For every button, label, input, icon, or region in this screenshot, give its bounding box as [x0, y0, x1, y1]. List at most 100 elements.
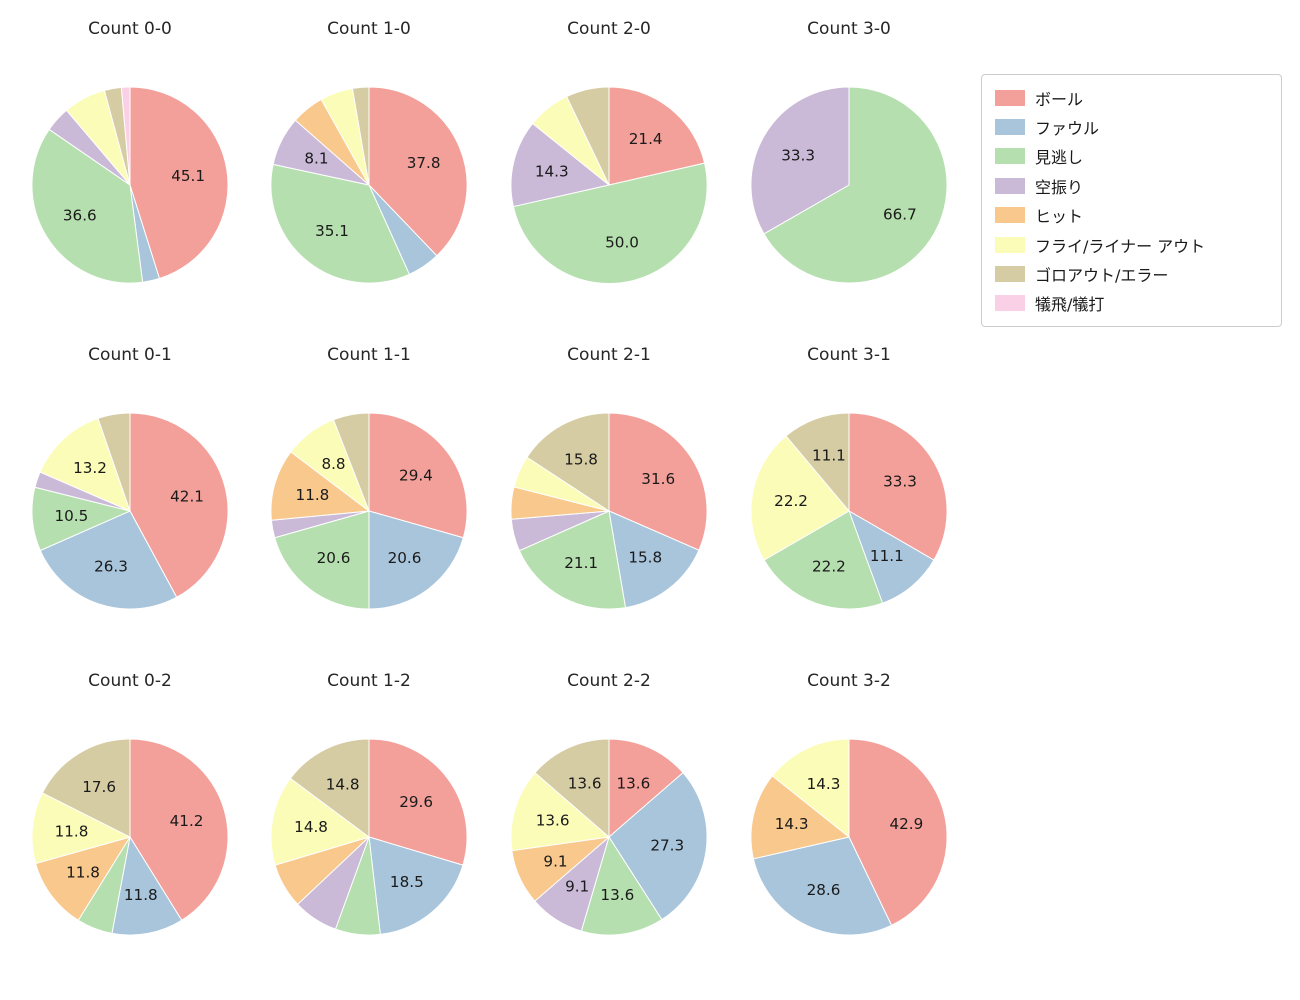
legend-item-swinging-strike: 空振り: [995, 174, 1268, 198]
legend-item-hit: ヒット: [995, 203, 1268, 227]
pie-chart-count-1-2: Count 1-2 29.6 18.5 14.8 14.8: [249, 668, 489, 937]
pie-slice-percentage-label: 35.1: [315, 222, 349, 240]
pie-slice-percentage-label: 26.3: [94, 558, 128, 576]
legend-label: 犠飛/犠打: [1035, 295, 1105, 315]
pie-slice-groundout-error: [289, 738, 370, 838]
pie-slice-percentage-label: 14.3: [807, 775, 841, 793]
pie-slice-foul: [848, 510, 935, 604]
pie-slice-percentage-label: 14.8: [294, 818, 328, 836]
pie-slice-ball: [608, 86, 706, 186]
pie-chart-count-3-1: Count 3-1 33.3 11.1 22.2 22.2 11.1: [729, 342, 969, 611]
pie-slice-percentage-label: 36.6: [63, 207, 97, 225]
pie-slice-groundout-error: [534, 738, 610, 838]
pie-slice-percentage-label: 9.1: [565, 877, 589, 895]
pie-slice-groundout-error: [566, 86, 610, 186]
pie-slice-hit: [35, 836, 131, 921]
pie-slice-percentage-label: 11.1: [812, 447, 846, 465]
pie-chart-count-2-1: Count 2-1 31.6 15.8 21.1 15.8: [489, 342, 729, 611]
chart-title: Count 2-1: [567, 345, 651, 365]
pie-chart-count-2-0: Count 2-0 21.4 50.0 14.3: [489, 16, 729, 285]
pie-slice-fly-liner-out: [39, 417, 131, 512]
pie: 31.6 15.8 21.1 15.8: [510, 412, 708, 610]
pie-slice-percentage-label: 21.1: [564, 554, 598, 572]
pie-slice-percentage-label: 27.3: [650, 836, 684, 854]
legend-swatch-swinging-strike: [995, 177, 1025, 194]
chart-title: Count 3-0: [807, 19, 891, 39]
legend-item-foul: ファウル: [995, 115, 1268, 139]
pie: 13.6 27.3 13.6 9.1 9.1 13.6 13.6: [510, 738, 708, 936]
pie: 33.3 11.1 22.2 22.2 11.1: [750, 412, 948, 610]
pie-slice-percentage-label: 15.8: [628, 548, 662, 566]
pie-slice-groundout-error: [351, 86, 370, 186]
pie-chart-count-1-1: Count 1-1 29.4 20.6 20.6 11.8 8.8: [249, 342, 489, 611]
pie-slice-groundout-error: [526, 412, 610, 512]
pie-slice-percentage-label: 13.6: [600, 886, 634, 904]
legend-label: ファウル: [1035, 119, 1100, 139]
pie-slice-called-strike: [31, 128, 144, 284]
pie-slice-foul: [368, 510, 464, 610]
pie-slice-ball: [129, 86, 229, 279]
pie-slice-percentage-label: 50.0: [605, 233, 639, 251]
pie-slice-percentage-label: 29.4: [399, 467, 433, 485]
pie-slice-percentage-label: 11.8: [55, 822, 89, 840]
legend-label: ゴロアウト/エラー: [1035, 265, 1169, 285]
pie-slice-percentage-label: 10.5: [54, 507, 88, 525]
pie-slice-percentage-label: 13.6: [568, 774, 602, 792]
pie-slice-called-strike: [580, 836, 663, 936]
legend-swatch-fly-liner-out: [995, 236, 1025, 253]
pie-chart-count-3-0: Count 3-0 66.7 33.3: [729, 16, 969, 285]
pie-slice-percentage-label: 14.3: [535, 163, 569, 181]
pie-slice-called-strike: [512, 162, 708, 284]
chart-title: Count 2-2: [567, 671, 651, 691]
pie-slice-groundout-error: [332, 412, 370, 512]
legend-swatch-groundout-error: [995, 265, 1025, 282]
legend-item-called-strike: 見逃し: [995, 144, 1268, 168]
legend: ボール ファウル 見逃し 空振り ヒット フライ/ライナー アウト ゴロアウト/エラー 犠飛/…: [981, 74, 1282, 327]
pie-slice-hit: [750, 775, 850, 860]
pie-slice-percentage-label: 28.6: [807, 881, 841, 899]
pie-slice-fly-liner-out: [31, 792, 131, 865]
chart-title: Count 3-2: [807, 671, 891, 691]
pie: 29.6 18.5 14.8 14.8: [270, 738, 468, 936]
pie-slice-percentage-label: 20.6: [317, 549, 351, 567]
legend-swatch-hit: [995, 207, 1025, 224]
pie-slice-ball: [129, 412, 229, 598]
pie-slice-percentage-label: 11.8: [66, 863, 100, 881]
pie-chart-count-3-2: Count 3-2 42.9 28.6 14.3 14.3: [729, 668, 969, 937]
pie-slice-percentage-label: 21.4: [629, 130, 663, 148]
pie-slice-percentage-label: 8.1: [304, 150, 328, 168]
pie-chart-count-1-0: Count 1-0 37.8 35.1 8.1: [249, 16, 489, 285]
pie: 45.1 36.6: [31, 86, 229, 284]
pie-slice-percentage-label: 11.1: [870, 547, 904, 565]
pie: 37.8 35.1 8.1: [270, 86, 468, 284]
pie-slice-percentage-label: 22.2: [812, 557, 846, 575]
pie-slice-percentage-label: 9.1: [543, 852, 567, 870]
pie-slice-swinging-strike: [510, 123, 610, 208]
pie-slice-called-strike: [270, 163, 410, 284]
chart-title: Count 1-0: [327, 19, 411, 39]
pie-slice-percentage-label: 66.7: [883, 206, 917, 224]
pie-slice-ball: [608, 412, 708, 551]
pie-slice-fly-liner-out: [750, 435, 850, 561]
pie-slice-percentage-label: 13.6: [536, 811, 570, 829]
pie: 41.2 11.8 11.8 11.8 17.6: [31, 738, 229, 936]
pie-slice-percentage-label: 33.3: [781, 146, 815, 164]
pie-slice-percentage-label: 41.2: [170, 812, 204, 830]
pie-chart-count-0-0: Count 0-0 45.1 36.6: [10, 16, 250, 285]
legend-label: 空振り: [1035, 177, 1084, 197]
pie-slice-percentage-label: 14.3: [775, 815, 809, 833]
pie-slice-percentage-label: 22.2: [774, 492, 808, 510]
pie-slice-percentage-label: 13.6: [616, 774, 650, 792]
chart-title: Count 0-1: [88, 345, 172, 365]
pie-slice-percentage-label: 11.8: [124, 886, 158, 904]
legend-label: フライ/ライナー アウト: [1035, 236, 1206, 256]
pie-slice-percentage-label: 15.8: [564, 450, 598, 468]
pie-slice-fly-liner-out: [270, 777, 370, 866]
pie-chart-count-0-1: Count 0-1 42.1 26.3 10.5 13.2: [10, 342, 250, 611]
pie-slice-percentage-label: 33.3: [883, 473, 917, 491]
pie-slice-foul: [608, 772, 708, 921]
chart-title: Count 2-0: [567, 19, 651, 39]
pie-slice-percentage-label: 18.5: [390, 873, 424, 891]
pie-slice-foul: [752, 836, 893, 936]
pie-slice-percentage-label: 37.8: [407, 154, 441, 172]
